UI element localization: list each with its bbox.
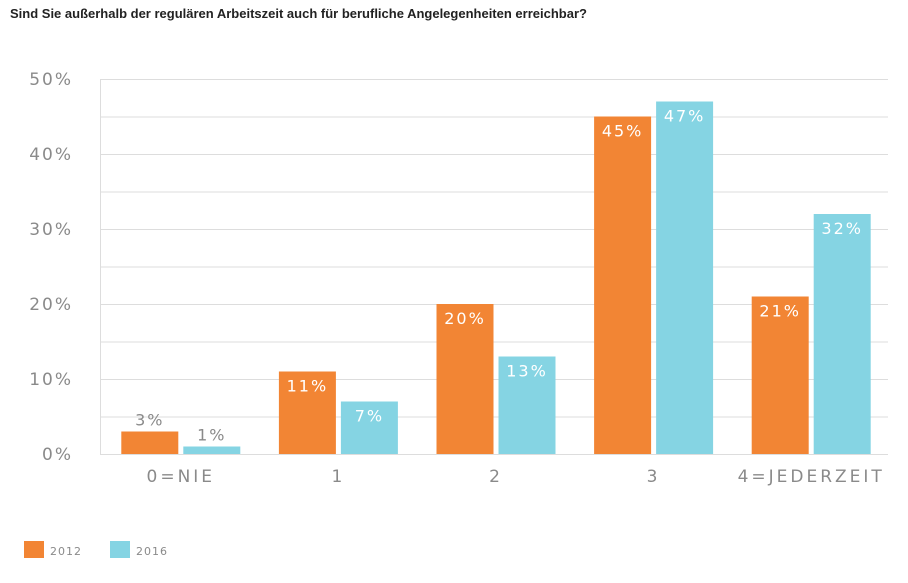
legend-swatch [24, 541, 44, 558]
data-label: 20% [444, 309, 486, 328]
bar-2016 [340, 401, 398, 454]
x-category-label: 1 [331, 467, 345, 487]
chart-title: Sind Sie außerhalb der regulären Arbeits… [10, 6, 587, 21]
bar-2016 [656, 101, 714, 454]
y-tick-label: 10% [29, 370, 73, 390]
y-tick-label: 30% [29, 220, 73, 240]
data-label: 21% [759, 302, 801, 321]
bar-2016 [813, 214, 871, 454]
bar-2012 [751, 296, 809, 454]
y-tick-label: 0% [42, 445, 73, 465]
y-tick-label: 40% [29, 145, 73, 165]
x-category-label: 0=NIE [147, 467, 216, 487]
legend: 2012 2016 [24, 541, 168, 558]
x-category-label: 4=JEDERZEIT [738, 467, 885, 487]
legend-label: 2012 [50, 545, 82, 558]
data-label: 13% [506, 362, 548, 381]
x-axis-categories: 0=NIE 1 2 3 4=JEDERZEIT [147, 467, 885, 487]
legend-swatch [110, 541, 130, 558]
data-label: 11% [287, 377, 329, 396]
data-label: 7% [355, 407, 384, 426]
bar-2012 [121, 431, 179, 454]
bars: 3% 1% 11% 7% 20% 13% 45% 47% 21% 32% [121, 101, 871, 454]
data-label: 45% [602, 122, 644, 141]
data-label: 1% [197, 426, 226, 445]
y-tick-label: 20% [29, 295, 73, 315]
x-category-label: 3 [647, 467, 661, 487]
y-axis-ticks: 0% 10% 20% 30% 40% 50% [29, 70, 73, 465]
y-tick-label: 50% [29, 70, 73, 90]
bar-2016 [498, 356, 556, 454]
x-category-label: 2 [489, 467, 503, 487]
data-label: 47% [664, 107, 706, 126]
data-label: 32% [821, 219, 863, 238]
data-label: 3% [135, 411, 164, 430]
bar-2012 [436, 304, 494, 454]
legend-label: 2016 [136, 545, 168, 558]
bar-2012 [594, 116, 652, 454]
bar-2016 [183, 446, 241, 454]
bar-2012 [278, 371, 336, 454]
